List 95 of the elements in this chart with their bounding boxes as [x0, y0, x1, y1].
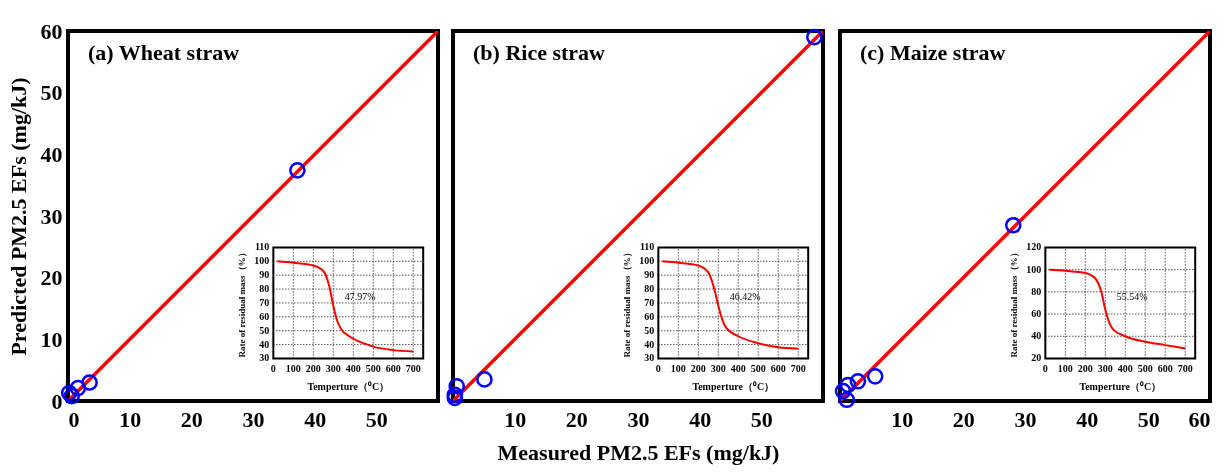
- y-tick-label: 110: [639, 241, 655, 253]
- x-tick-label: 40: [1076, 406, 1099, 432]
- y-tick-label: 50: [40, 80, 63, 106]
- annotation: 46.42%: [729, 291, 761, 303]
- y-tick-label: 60: [1031, 308, 1042, 320]
- point: [834, 382, 852, 400]
- point: [476, 371, 493, 388]
- x-axis-title: Temperture（⁰C）: [692, 381, 775, 393]
- x-tick-label: 400: [345, 363, 361, 375]
- x-axis-title: Measured PM2.5 EFs (mg/kJ): [497, 439, 780, 465]
- y-tick-label: 90: [644, 269, 655, 281]
- x-tick-label: 100: [1057, 363, 1073, 375]
- y-tick-label: 20: [40, 265, 63, 291]
- x-tick-label: 10: [504, 406, 527, 432]
- y-tick-label: 100: [639, 255, 655, 267]
- x-tick-label: 0: [68, 406, 80, 432]
- x-tick-label: 10: [891, 406, 914, 432]
- y-tick-label: 110: [254, 241, 270, 253]
- chart-title: (a) Wheat straw: [88, 40, 240, 65]
- x-tick-label: 20: [180, 406, 203, 432]
- chart-title: (c) Maize straw: [860, 40, 1006, 65]
- y-tick-label: 0: [51, 388, 63, 414]
- y-tick-label: 40: [259, 338, 270, 350]
- point: [806, 28, 823, 46]
- y-tick-label: 40: [1031, 330, 1042, 342]
- x-tick-label: 300: [325, 363, 341, 375]
- line-series: [276, 260, 415, 353]
- y-tick-label: 70: [259, 296, 270, 308]
- x-tick-label: 20: [565, 406, 588, 432]
- y-tick-label: 80: [259, 283, 270, 295]
- y-tick-label: 30: [259, 352, 270, 364]
- x-tick-label: 600: [1157, 363, 1173, 375]
- y-tick-label: 50: [644, 324, 655, 336]
- y-axis-title: Rate of residual mass（%）: [1009, 248, 1020, 358]
- y-tick-label: 80: [1031, 285, 1042, 297]
- x-tick-label: 300: [710, 363, 726, 375]
- x-tick-label: 10: [119, 406, 142, 432]
- point: [1004, 216, 1022, 234]
- point: [69, 379, 87, 397]
- x-tick-label: 20: [952, 406, 975, 432]
- x-tick-label: 400: [730, 363, 746, 375]
- x-tick-label: 600: [770, 363, 786, 375]
- x-tick-label: 700: [790, 363, 806, 375]
- y-tick-label: 100: [1026, 263, 1042, 275]
- x-tick-label: 50: [365, 406, 388, 432]
- y-tick-label: 40: [40, 141, 63, 167]
- y-tick-label: 60: [40, 18, 63, 44]
- x-tick-label: 200: [305, 363, 321, 375]
- y-tick-label: 60: [644, 310, 655, 322]
- line-series: [661, 260, 800, 350]
- x-axis-title: Temperture（⁰C）: [1079, 381, 1162, 393]
- y-tick-label: 50: [259, 324, 270, 336]
- annotation: 47.97%: [344, 291, 376, 303]
- annotation: 55.54%: [1116, 291, 1148, 303]
- y-tick-label: 120: [1026, 241, 1042, 253]
- y-tick-label: 90: [259, 269, 270, 281]
- y-tick-label: 70: [644, 296, 655, 308]
- x-tick-label: 100: [285, 363, 301, 375]
- x-tick-label: 700: [1177, 363, 1193, 375]
- x-tick-label: 600: [385, 363, 401, 375]
- x-tick-label: 500: [750, 363, 766, 375]
- y-tick-label: 40: [644, 338, 655, 350]
- x-tick-label: 200: [1077, 363, 1093, 375]
- x-tick-label: 40: [304, 406, 327, 432]
- y-tick-label: 60: [259, 310, 270, 322]
- y-tick-label: 80: [644, 283, 655, 295]
- y-tick-label: 100: [254, 255, 270, 267]
- point: [839, 376, 857, 394]
- y-axis-title: Rate of residual mass（%）: [622, 248, 633, 358]
- x-tick-label: 50: [750, 406, 773, 432]
- y-axis-title: Predicted PM2.5 EFs (mg/kJ): [5, 77, 31, 356]
- point: [448, 377, 466, 395]
- x-tick-label: 50: [1137, 406, 1160, 432]
- x-tick-label: 500: [365, 363, 381, 375]
- y-tick-label: 30: [644, 352, 655, 364]
- y-axis-title: Rate of residual mass（%）: [237, 248, 248, 358]
- chart-title: (b) Rice straw: [473, 40, 606, 65]
- y-tick-label: 30: [40, 203, 63, 229]
- x-axis-title: Temperture（⁰C）: [307, 381, 390, 393]
- line-series: [1048, 268, 1187, 350]
- x-tick-label: 100: [670, 363, 686, 375]
- x-tick-label: 40: [689, 406, 712, 432]
- x-tick-label: 700: [405, 363, 421, 375]
- point: [849, 372, 867, 390]
- x-tick-label: 300: [1097, 363, 1113, 375]
- x-tick-label: 500: [1137, 363, 1153, 375]
- y-tick-label: 10: [40, 326, 63, 352]
- point: [838, 391, 856, 409]
- point: [289, 162, 306, 179]
- y-tick-label: 20: [1031, 352, 1042, 364]
- x-tick-label: 400: [1117, 363, 1133, 375]
- point: [81, 374, 98, 391]
- point: [866, 368, 884, 385]
- x-tick-label: 60: [1188, 406, 1211, 432]
- x-tick-label: 200: [690, 363, 706, 375]
